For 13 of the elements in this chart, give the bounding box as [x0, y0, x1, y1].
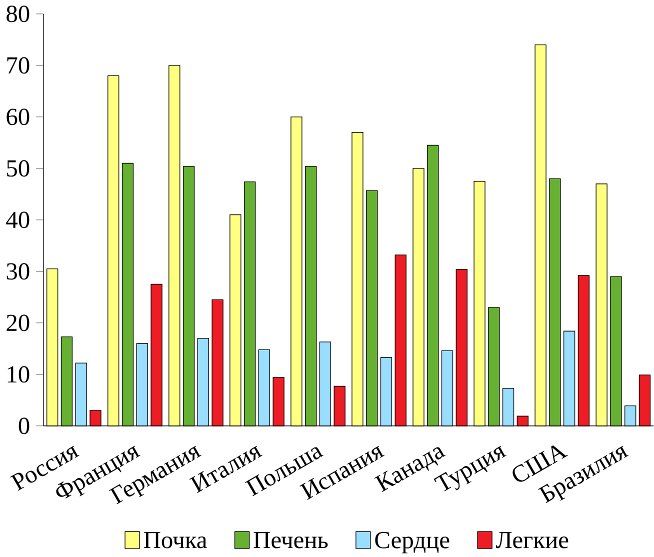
y-tick-label: 60	[6, 108, 30, 125]
y-tick-label: 10	[8, 366, 30, 382]
y-tick-label: 70	[7, 56, 30, 74]
y-tick-label: 50	[7, 160, 30, 176]
y-tick-label: 0	[18, 417, 30, 434]
legend-label: Сердце	[375, 532, 450, 554]
y-tick-label: 80	[6, 5, 30, 22]
legend-label: Почка	[144, 532, 207, 548]
y-tick-label: 20	[6, 314, 30, 331]
legend-label: Легкие	[496, 532, 568, 548]
y-tick-label: 40	[6, 211, 30, 228]
y-tick-label: 30	[6, 262, 30, 280]
legend-label: Печень	[254, 532, 328, 548]
